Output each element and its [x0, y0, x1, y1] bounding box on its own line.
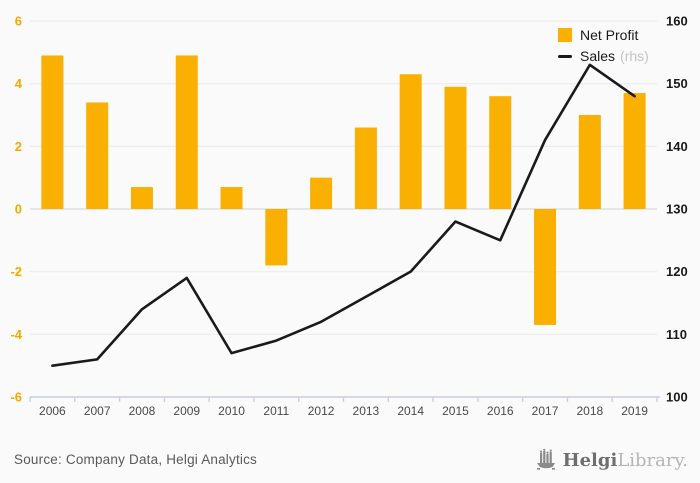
x-axis-label-2015: 2015 — [442, 404, 469, 418]
legend-label-sales: Sales — [580, 48, 616, 64]
bar-2010 — [220, 187, 243, 209]
x-axis-label-2008: 2008 — [129, 404, 156, 418]
right-axis-label-140: 140 — [666, 139, 688, 154]
x-axis-label-2013: 2013 — [353, 404, 380, 418]
x-axis-label-2007: 2007 — [84, 404, 111, 418]
x-axis-label-2010: 2010 — [218, 404, 245, 418]
bar-2008 — [130, 187, 153, 209]
left-axis-label-6: 6 — [15, 14, 22, 29]
helgi-logo-icon — [536, 448, 555, 470]
x-axis-label-2006: 2006 — [39, 404, 66, 418]
bar-2007 — [86, 102, 109, 209]
x-axis-label-2017: 2017 — [532, 404, 559, 418]
x-axis-label-2011: 2011 — [263, 404, 289, 418]
x-axis-label-2014: 2014 — [397, 404, 424, 418]
left-axis-label--2: -2 — [10, 264, 22, 279]
bar-2013 — [354, 127, 377, 209]
bar-2012 — [310, 177, 333, 209]
bar-2014 — [399, 74, 422, 210]
legend-item-net-profit: Net Profit — [558, 27, 649, 43]
bar-2016 — [489, 96, 512, 209]
right-axis-label-160: 160 — [666, 14, 688, 29]
left-axis-label-0: 0 — [15, 202, 22, 217]
sales-line — [51, 63, 636, 367]
x-axis-label-2012: 2012 — [308, 404, 335, 418]
left-axis-label-2: 2 — [15, 139, 22, 154]
right-axis-label-100: 100 — [666, 390, 688, 405]
x-axis-label-2009: 2009 — [173, 404, 200, 418]
bar-2019 — [623, 93, 646, 209]
legend-label-net-profit: Net Profit — [580, 27, 639, 43]
right-axis-label-150: 150 — [666, 76, 688, 91]
x-axis-label-2018: 2018 — [576, 404, 603, 418]
logo-text-library: Library. — [617, 449, 688, 471]
legend-label-rhs: (rhs) — [620, 48, 649, 64]
x-axis-label-2016: 2016 — [487, 404, 514, 418]
chart-svg: 6 4 2 0 -2 -4 -6 160 150 140 130 120 110 100 2006 2007 2… — [10, 14, 688, 419]
legend-item-sales: Sales (rhs) — [558, 48, 649, 64]
net-profit-swatch — [558, 28, 572, 42]
x-axis-label-2019: 2019 — [621, 404, 648, 418]
bar-2011 — [265, 209, 288, 266]
chart-footer: Source: Company Data, Helgi Analytics — [0, 444, 700, 483]
bar-2009 — [175, 55, 198, 209]
bar-2006 — [41, 55, 64, 209]
left-axis-label-4: 4 — [15, 76, 23, 91]
right-axis-label-130: 130 — [666, 202, 688, 217]
bar-2018 — [578, 115, 601, 209]
right-axis-label-110: 110 — [666, 327, 687, 342]
logo-text-helgi: Helgi — [562, 449, 618, 471]
left-axis-label--4: -4 — [10, 327, 22, 342]
bar-2017 — [534, 209, 557, 325]
source-text: Source: Company Data, Helgi Analytics — [14, 452, 258, 467]
sales-line-swatch — [558, 54, 572, 58]
left-axis-label--6: -6 — [10, 390, 22, 405]
helgi-library-logo: HelgiLibrary. — [535, 448, 688, 472]
legend: Net Profit Sales (rhs) — [558, 27, 649, 64]
right-axis-label-120: 120 — [666, 264, 688, 279]
bar-2015 — [444, 86, 467, 209]
